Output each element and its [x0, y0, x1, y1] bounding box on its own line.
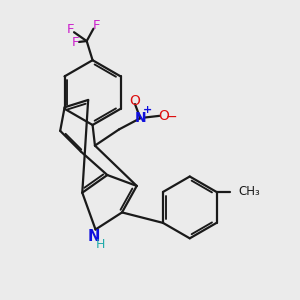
Text: O: O [130, 94, 140, 108]
Text: O: O [158, 109, 169, 123]
Text: N: N [134, 111, 146, 125]
Text: H: H [96, 238, 106, 251]
Text: F: F [72, 36, 79, 49]
Text: F: F [93, 19, 101, 32]
Text: N: N [88, 230, 100, 244]
Text: +: + [143, 105, 152, 115]
Text: CH₃: CH₃ [238, 185, 260, 199]
Text: F: F [67, 23, 74, 36]
Text: −: − [166, 110, 177, 123]
